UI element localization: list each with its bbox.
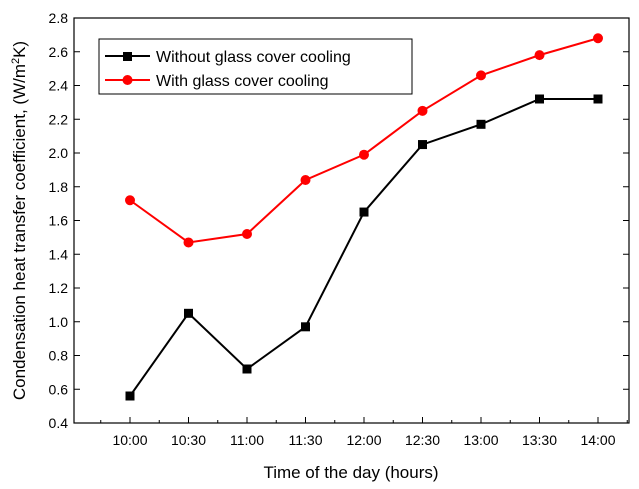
- y-tick-label: 1.6: [49, 213, 69, 229]
- x-tick-label: 12:00: [346, 432, 381, 448]
- y-tick-label: 0.4: [49, 415, 69, 431]
- y-tick-label: 0.6: [49, 381, 69, 397]
- y-tick-label: 2.0: [49, 145, 69, 161]
- data-point-circle: [242, 229, 252, 239]
- y-tick-label: 1.0: [49, 314, 69, 330]
- y-tick-label: 1.2: [49, 280, 69, 296]
- y-tick-label: 2.2: [49, 111, 69, 127]
- data-point-square: [184, 308, 193, 318]
- y-tick-label: 2.8: [49, 10, 69, 26]
- data-point-circle: [359, 149, 369, 160]
- data-point-square: [535, 94, 544, 104]
- y-axis-title-suffix: K): [10, 41, 29, 58]
- y-axis-title-prefix: Condensation heat transfer coefficient, …: [10, 64, 29, 400]
- data-point-square: [359, 207, 369, 217]
- x-tick-label: 11:30: [289, 432, 323, 448]
- data-point-circle: [125, 195, 135, 206]
- data-point-circle: [593, 33, 603, 44]
- data-point-circle: [476, 70, 486, 81]
- y-tick-label: 1.8: [49, 179, 69, 195]
- data-point-circle: [300, 175, 311, 185]
- data-point-circle: [534, 50, 545, 61]
- x-tick-label: 13:00: [463, 432, 498, 448]
- data-point-circle: [417, 105, 428, 116]
- data-point-square: [418, 140, 427, 150]
- x-axis-title: Time of the day (hours): [263, 463, 438, 482]
- y-tick-label: 0.8: [49, 348, 69, 364]
- legend: Without glass cover cooling With glass c…: [98, 38, 413, 95]
- series-line-1: [129, 98, 598, 397]
- y-axis-title: Condensation heat transfer coefficient, …: [10, 41, 29, 400]
- data-point-square: [242, 364, 252, 374]
- x-tick-label: 13:30: [522, 432, 557, 448]
- data-point-square: [125, 391, 135, 401]
- legend-marker-without: [123, 52, 132, 61]
- y-tick-label: 2.4: [49, 78, 69, 94]
- series-layer: [125, 33, 603, 401]
- x-tick-label: 12:30: [405, 432, 440, 448]
- legend-label-with: With glass cover cooling: [156, 73, 329, 90]
- data-point-square: [476, 119, 486, 129]
- x-axis: 10:00 10:30 11:00 11:30 12:00 12:30 13:00 13:30…: [100, 417, 628, 448]
- data-point-circle: [183, 237, 194, 248]
- y-axis: 0.4 0.6 0.8 1.0 1.2 1.4 1.6 1.8 2.0 2.2 2.4 2.6 2.8: [49, 10, 629, 431]
- y-axis-title-sup: 2: [10, 58, 22, 64]
- legend-marker-with: [122, 75, 133, 85]
- x-tick-label: 10:30: [171, 432, 206, 448]
- data-point-square: [593, 94, 603, 104]
- legend-box: [98, 38, 413, 95]
- data-point-square: [301, 322, 310, 332]
- legend-label-without: Without glass cover cooling: [156, 49, 351, 66]
- x-tick-label: 14:00: [580, 432, 615, 448]
- x-tick-label: 10:00: [112, 432, 147, 448]
- x-tick-label: 11:00: [230, 432, 264, 448]
- y-tick-label: 1.4: [49, 246, 69, 262]
- y-tick-label: 2.6: [49, 44, 69, 60]
